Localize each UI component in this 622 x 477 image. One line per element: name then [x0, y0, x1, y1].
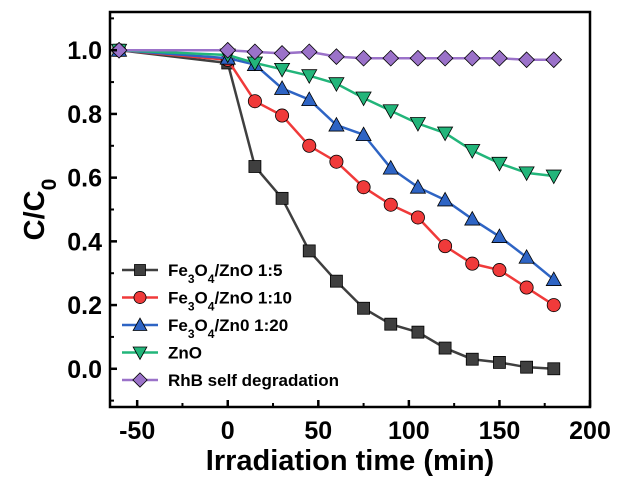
data-point [519, 280, 534, 295]
data-point [491, 156, 508, 172]
data-point [465, 256, 480, 271]
legend-item: Fe3O4/ZnO 1:10 [122, 289, 292, 314]
y-tick-label: 1.0 [67, 37, 102, 65]
data-point [329, 154, 344, 169]
data-point [465, 352, 479, 366]
data-point [328, 116, 345, 132]
data-point [110, 41, 128, 59]
data-point [355, 91, 372, 107]
data-point [357, 301, 370, 315]
series-layer [110, 41, 563, 376]
data-point [300, 43, 318, 61]
legend-label: RhB self degradation [168, 371, 339, 390]
data-point [492, 263, 507, 278]
data-point [409, 117, 427, 132]
legend-item: Fe3O4/Zn0 1:20 [122, 316, 288, 341]
axis-ticks: -50 0 50 100 150 200 0.0 0.2 0.4 0.6 0.8 1.0 [67, 17, 611, 445]
x-tick-label: 100 [388, 417, 430, 445]
legend-marker [132, 372, 148, 388]
x-axis-title: Irradiation time (min) [206, 445, 494, 477]
x-tick-label: -50 [119, 417, 155, 445]
data-point [411, 325, 425, 339]
data-point [355, 49, 372, 67]
y-tick-label: 0.2 [67, 292, 102, 320]
data-point [491, 49, 508, 67]
data-point [301, 91, 318, 107]
legend-marker [133, 291, 147, 304]
series-5 [110, 41, 563, 69]
data-point [302, 138, 317, 153]
data-point [545, 169, 562, 185]
data-point [464, 144, 481, 159]
y-tick-label: 0.8 [67, 101, 102, 129]
data-point [493, 356, 506, 369]
data-point [330, 274, 343, 288]
data-point [438, 341, 452, 355]
data-point [518, 166, 535, 182]
x-tick-label: 150 [479, 417, 521, 445]
legend-item: RhB self degradation [122, 371, 339, 390]
legend-label: ZnO [168, 344, 202, 363]
data-point [248, 160, 262, 173]
data-point [546, 298, 561, 313]
series-4 [110, 43, 562, 185]
data-point [219, 41, 237, 59]
legend-marker [132, 317, 148, 331]
data-point [246, 43, 264, 61]
y-tick-label: 0.6 [67, 165, 102, 193]
data-point [463, 49, 481, 67]
data-point [547, 362, 561, 376]
data-point [520, 360, 534, 374]
data-point [518, 248, 535, 264]
data-point [436, 191, 454, 207]
legend-marker [134, 264, 146, 276]
data-point [355, 126, 372, 142]
data-point [382, 49, 400, 67]
y-axis-title-main: C/C [19, 190, 51, 240]
data-point [436, 49, 454, 67]
data-point [436, 126, 454, 142]
x-tick-label: 200 [569, 417, 611, 445]
data-point [273, 80, 291, 95]
legend-marker [132, 346, 148, 361]
data-point [273, 62, 291, 78]
data-point [356, 180, 371, 195]
data-point [438, 239, 453, 254]
data-point [302, 244, 316, 258]
data-point [464, 210, 481, 226]
data-point [409, 49, 427, 67]
data-point [275, 191, 289, 205]
y-tick-label: 0.0 [67, 356, 102, 384]
data-point [409, 178, 427, 194]
data-point [545, 51, 563, 69]
data-point [384, 317, 398, 331]
data-point [410, 210, 425, 225]
data-point [328, 48, 345, 65]
data-point [383, 197, 398, 212]
legend-label: Fe3O4/Zn0 1:20 [168, 316, 288, 341]
x-tick-label: 0 [221, 417, 235, 445]
data-point [301, 69, 318, 85]
y-axis-title-sub: 0 [38, 179, 61, 191]
data-point [382, 104, 399, 120]
data-point [275, 108, 290, 123]
legend-label: Fe3O4/ZnO 1:5 [168, 261, 282, 286]
y-tick-label: 0.4 [67, 228, 102, 256]
legend-label: Fe3O4/ZnO 1:10 [168, 289, 292, 314]
data-point [518, 51, 535, 69]
data-point [247, 94, 262, 109]
data-point [491, 228, 508, 243]
legend-item: ZnO [122, 344, 202, 363]
legend-item: Fe3O4/ZnO 1:5 [122, 261, 282, 286]
x-tick-label: 50 [304, 417, 332, 445]
data-point [382, 159, 399, 175]
data-point [273, 45, 291, 62]
data-point [328, 77, 345, 92]
data-point [545, 271, 562, 286]
y-axis-title: C/C0 [19, 179, 61, 241]
